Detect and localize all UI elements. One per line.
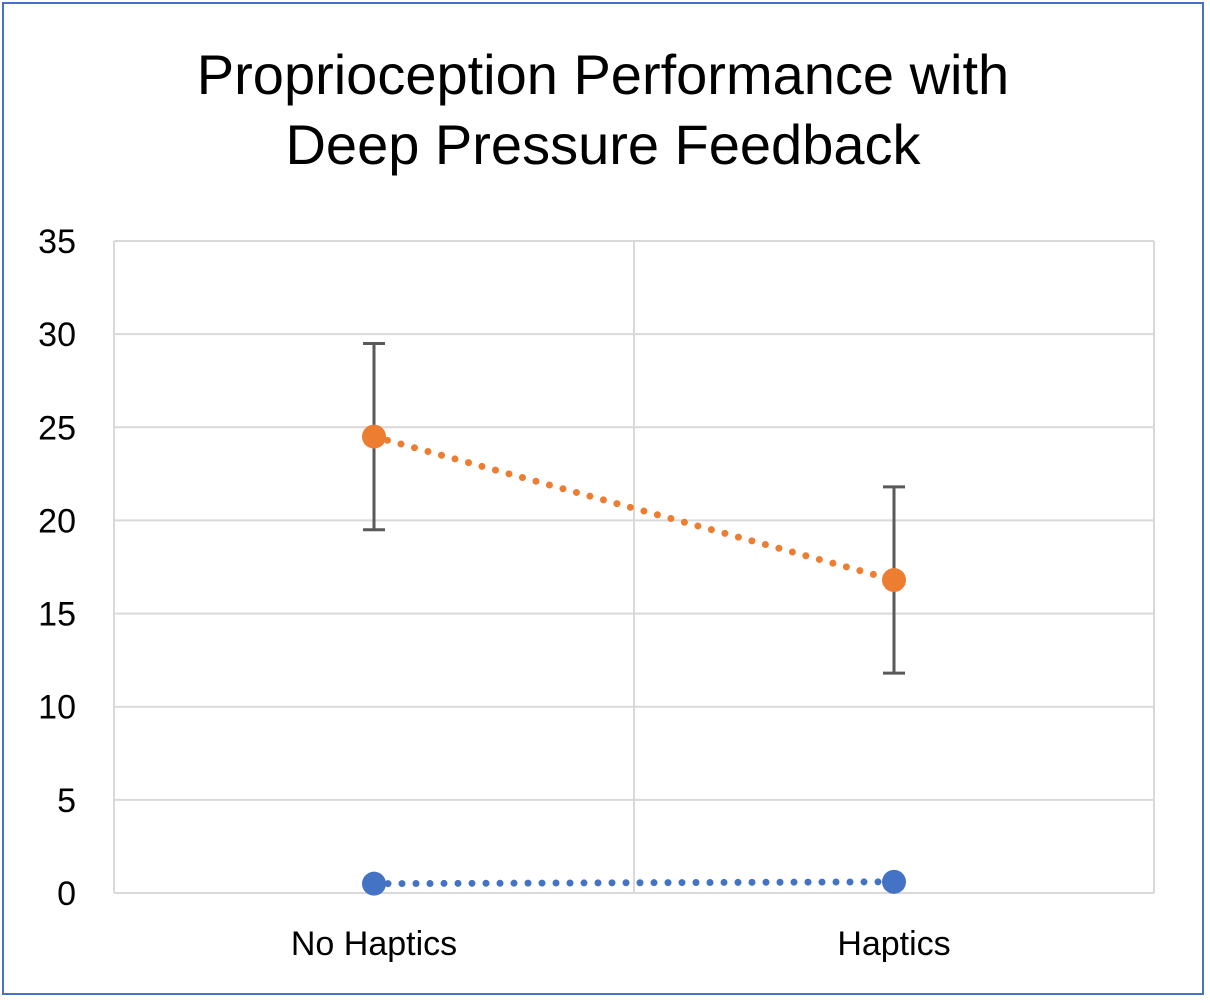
data-point (362, 424, 386, 449)
chart-title: Proprioception Performance with Deep Pre… (0, 40, 1206, 180)
chart-title-line-1: Proprioception Performance with (196, 43, 1010, 106)
series-line (370, 878, 898, 888)
x-tick-label: Haptics (837, 925, 950, 963)
y-tick-label: 30 (38, 316, 76, 354)
data-point (362, 871, 386, 896)
y-tick-label: 10 (38, 689, 76, 727)
y-tick-label: 15 (38, 596, 76, 634)
x-tick-label: No Haptics (291, 925, 457, 963)
y-tick-label: 25 (38, 409, 76, 447)
y-axis-tick-labels: 0 5 10 15 20 25 30 35 (38, 223, 76, 913)
y-tick-label: 0 (57, 875, 76, 913)
y-tick-label: 5 (57, 782, 76, 820)
x-axis-tick-labels: No Haptics Haptics (291, 925, 951, 963)
series-line (370, 433, 898, 584)
chart-title-line-2: Deep Pressure Feedback (285, 113, 921, 176)
series-markers (362, 424, 906, 896)
gridlines (113, 240, 1155, 894)
data-point (882, 869, 906, 894)
y-tick-label: 35 (38, 223, 76, 261)
series-lines (370, 433, 898, 888)
y-tick-label: 20 (38, 502, 76, 540)
data-point (882, 568, 906, 593)
